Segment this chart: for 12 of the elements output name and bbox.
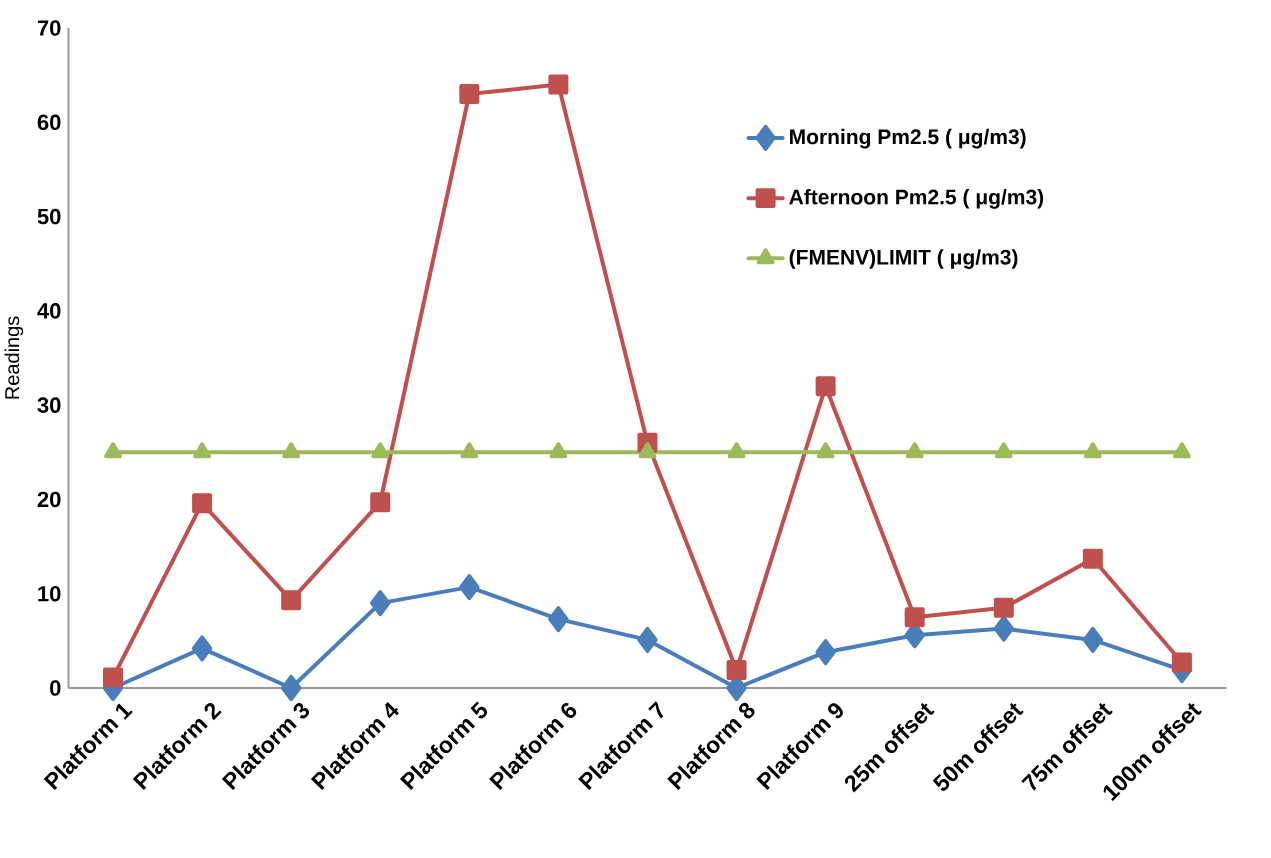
legend-label: (FMENV)LIMIT ( μg/m3)	[789, 249, 1018, 269]
legend-label: Morning Pm2.5 ( μg/m3)	[790, 128, 1026, 149]
y-tick-label: 20	[37, 491, 61, 508]
y-tick-label: 70	[37, 20, 61, 36]
legend-label: Afternoon Pm2.5 ( μg/m3)	[789, 189, 1044, 209]
y-tick-label: 60	[37, 114, 61, 131]
y-tick-label: 10	[38, 585, 61, 602]
y-tick-label: 50	[37, 208, 61, 225]
y-axis-title: Readings	[4, 316, 24, 399]
y-tick-label: 30	[37, 397, 61, 413]
y-tick-label: 40	[37, 303, 61, 319]
y-tick-label: 0	[50, 680, 61, 696]
